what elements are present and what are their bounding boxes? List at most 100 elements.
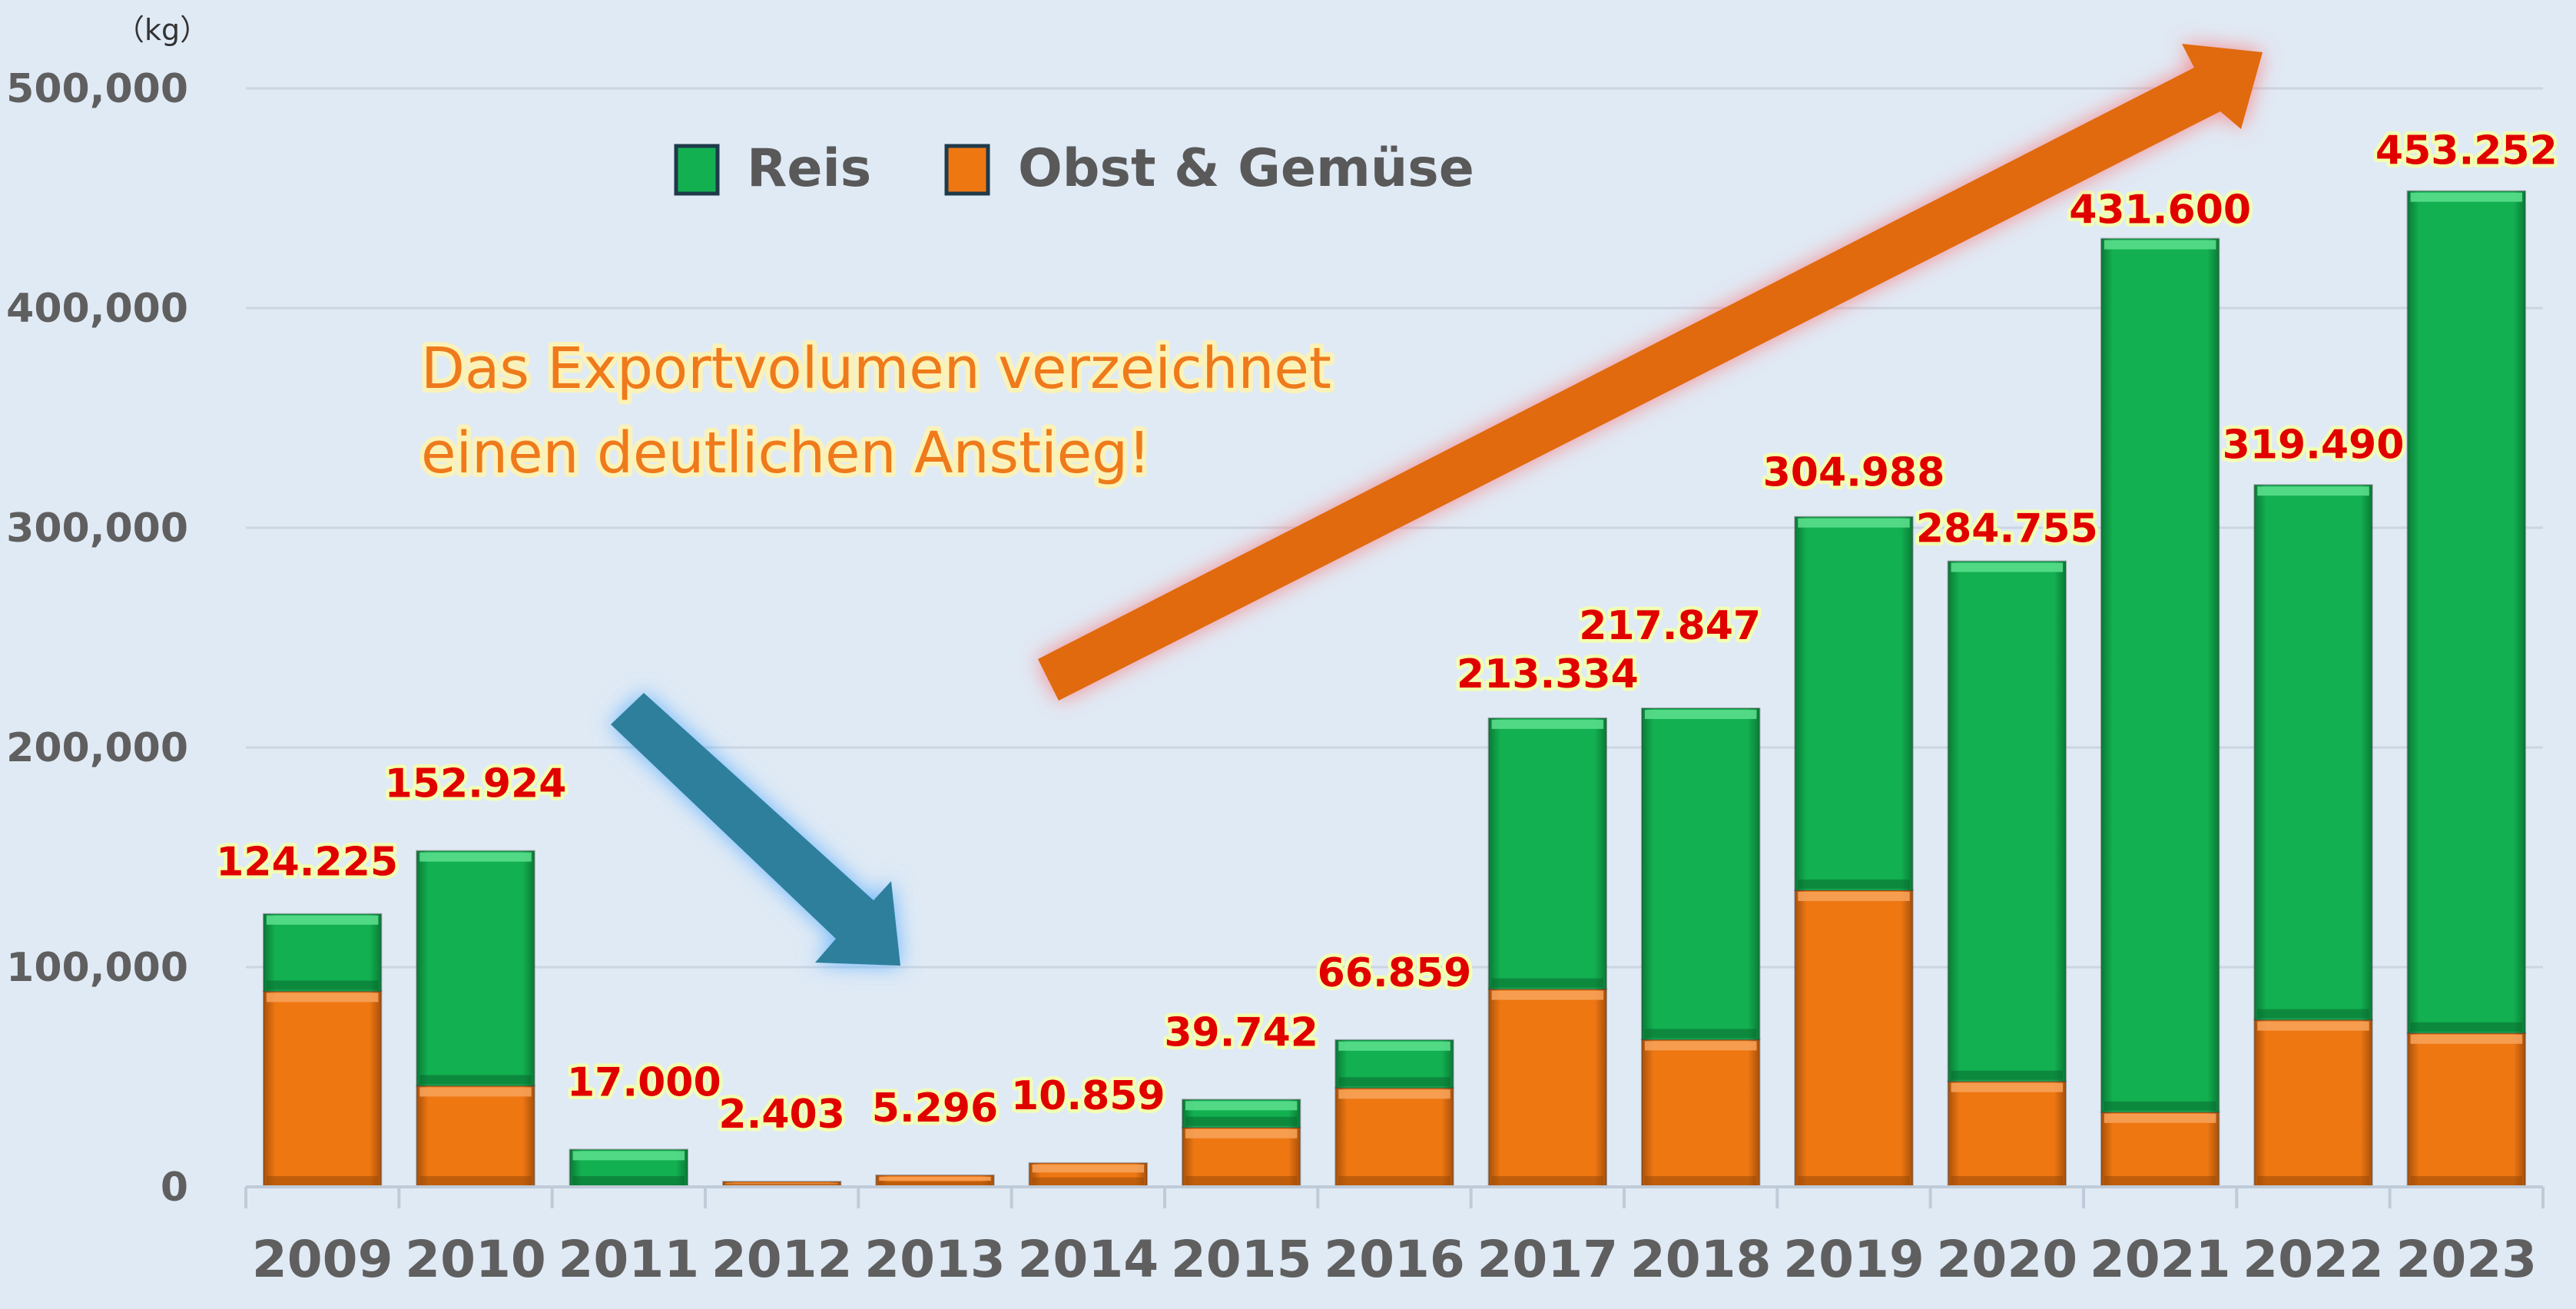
annotation: Das Exportvolumen verzeichnet einen deut… [416, 331, 1336, 491]
y-tick-label: 300,000 [6, 505, 188, 552]
bar-bevel-bottom [419, 1176, 532, 1185]
down-arrow [611, 693, 900, 966]
bar-reis-2022 [2253, 484, 2373, 1021]
bar-bevel-bottom [1185, 1176, 1298, 1185]
bar-bevel-bottom [1644, 1029, 1757, 1039]
bar-bevel-top [1338, 1089, 1450, 1099]
total-label-2019: 304.988 [1763, 450, 1945, 496]
legend-label-reis: Reis [747, 138, 871, 199]
legend-item-obst-gemuese: Obst & Gemüse [944, 138, 1474, 199]
bar-bevel-top [1644, 1041, 1757, 1051]
bar-obst-gem-se-2020 [1947, 1080, 2067, 1188]
bar-bevel-top [572, 1151, 685, 1161]
bar-bevel-bottom [725, 1183, 838, 1185]
bar-bevel-top [1798, 518, 1910, 528]
bars [262, 190, 2527, 1188]
bar-bevel-bottom [2257, 1009, 2369, 1019]
bar-obst-gem-se-2018 [1640, 1039, 1761, 1188]
x-tick-label: 2015 [1171, 1230, 1312, 1289]
bar-bevel-top [2104, 240, 2216, 250]
y-tick-label: 200,000 [6, 725, 188, 771]
total-label-2017: 213.334 [1457, 651, 1639, 698]
total-label-2010: 152.924 [385, 761, 567, 807]
bar-bevel-bottom [1491, 1176, 1604, 1185]
bar-bevel-top [266, 993, 379, 1002]
total-label-2013: 5.296 [872, 1085, 998, 1132]
x-tick-label: 2013 [864, 1230, 1006, 1289]
bar-bevel-bottom [1951, 1070, 2064, 1080]
bar-obst-gem-se-2019 [1794, 889, 1914, 1188]
x-tick-label: 2012 [711, 1230, 853, 1289]
bar-bevel-top [879, 1176, 991, 1181]
total-label-2015: 39.742 [1164, 1009, 1318, 1055]
legend-swatch-obst-gemuese [944, 144, 990, 196]
bar-bevel-bottom [419, 1075, 532, 1085]
bar-bevel-top [1185, 1101, 1298, 1111]
bar-bevel-bottom [1644, 1176, 1757, 1185]
bar-reis-2018 [1640, 707, 1761, 1041]
x-tick-label: 2020 [1936, 1230, 2077, 1289]
down-arrow-shape [611, 693, 900, 966]
bar-reis-2010 [416, 850, 535, 1087]
bar-reis-2021 [2100, 237, 2220, 1113]
bar-obst-gem-se-2017 [1487, 988, 1608, 1188]
total-label-2018: 217.847 [1579, 603, 1761, 649]
bar-bevel-bottom [2410, 1022, 2523, 1032]
bar-bevel-top [419, 1087, 532, 1097]
bar-bevel-top [1338, 1041, 1450, 1051]
bar-bevel-bottom [1185, 1116, 1298, 1126]
x-tick-label: 2023 [2395, 1230, 2537, 1289]
bar-obst-gem-se-2021 [2100, 1111, 2220, 1188]
y-tick-label: 100,000 [6, 945, 188, 991]
bar-bevel-top [1491, 719, 1604, 729]
bar-bevel-bottom [1032, 1177, 1145, 1185]
up-arrow-shape [1038, 44, 2263, 701]
x-tick-label: 2019 [1783, 1230, 1925, 1289]
total-label-2020: 284.755 [1916, 506, 2098, 552]
x-tick-label: 2018 [1630, 1230, 1772, 1289]
annotation-line-2: einen deutlichen Anstieg! [421, 420, 1151, 486]
legend: Reis Obst & Gemüse [674, 138, 1474, 199]
total-label-2021: 431.600 [2069, 187, 2251, 234]
legend-swatch-reis [674, 144, 720, 196]
bar-bevel-top [419, 852, 532, 862]
bar-reis-2017 [1487, 717, 1608, 990]
x-tick-label: 2016 [1324, 1230, 1465, 1289]
bar-obst-gem-se-2023 [2406, 1032, 2527, 1188]
bar-bevel-top [2410, 1034, 2523, 1044]
x-tick-label: 2014 [1017, 1230, 1159, 1289]
bar-bevel-bottom [1491, 978, 1604, 988]
total-label-2009: 124.225 [216, 840, 398, 886]
bar-bevel-bottom [1338, 1176, 1450, 1185]
bar-reis-2020 [1947, 560, 2067, 1082]
bar-obst-gem-se-2010 [416, 1085, 535, 1188]
x-tick-label: 2022 [2243, 1230, 2384, 1289]
bar-obst-gem-se-2009 [262, 990, 383, 1188]
bar-bevel-bottom [2257, 1176, 2369, 1185]
bar-bevel-bottom [1798, 1176, 1910, 1185]
bar-bevel-top [266, 915, 379, 925]
bar-bevel-bottom [2410, 1176, 2523, 1185]
y-tick-label: 400,000 [6, 286, 188, 332]
total-label-2016: 66.859 [1318, 950, 1472, 996]
bar-bevel-top [1644, 709, 1757, 719]
bar-bevel-top [2410, 192, 2523, 202]
x-tick-label: 2009 [252, 1230, 393, 1289]
bar-bevel-top [1951, 1082, 2064, 1092]
bar-obst-gem-se-2016 [1334, 1087, 1454, 1188]
y-axis: （kg） 0 100,000 200,000 300,000 400,000 500,00… [6, 13, 209, 1211]
bar-bevel-top [1185, 1128, 1298, 1138]
bar-bevel-bottom [2104, 1101, 2216, 1111]
total-label-2011: 17.000 [567, 1059, 721, 1105]
x-tick-label: 2010 [405, 1230, 546, 1289]
x-tick-label: 2011 [558, 1230, 699, 1289]
bar-bevel-bottom [2104, 1176, 2216, 1185]
bar-bevel-top [2257, 486, 2369, 496]
bar-bevel-bottom [266, 1176, 379, 1185]
total-label-2023: 453.252 [2375, 128, 2558, 174]
y-axis-unit-label: （kg） [115, 13, 209, 47]
bar-bevel-bottom [266, 980, 379, 990]
y-tick-label: 0 [161, 1165, 188, 1211]
bar-reis-2019 [1794, 515, 1914, 891]
